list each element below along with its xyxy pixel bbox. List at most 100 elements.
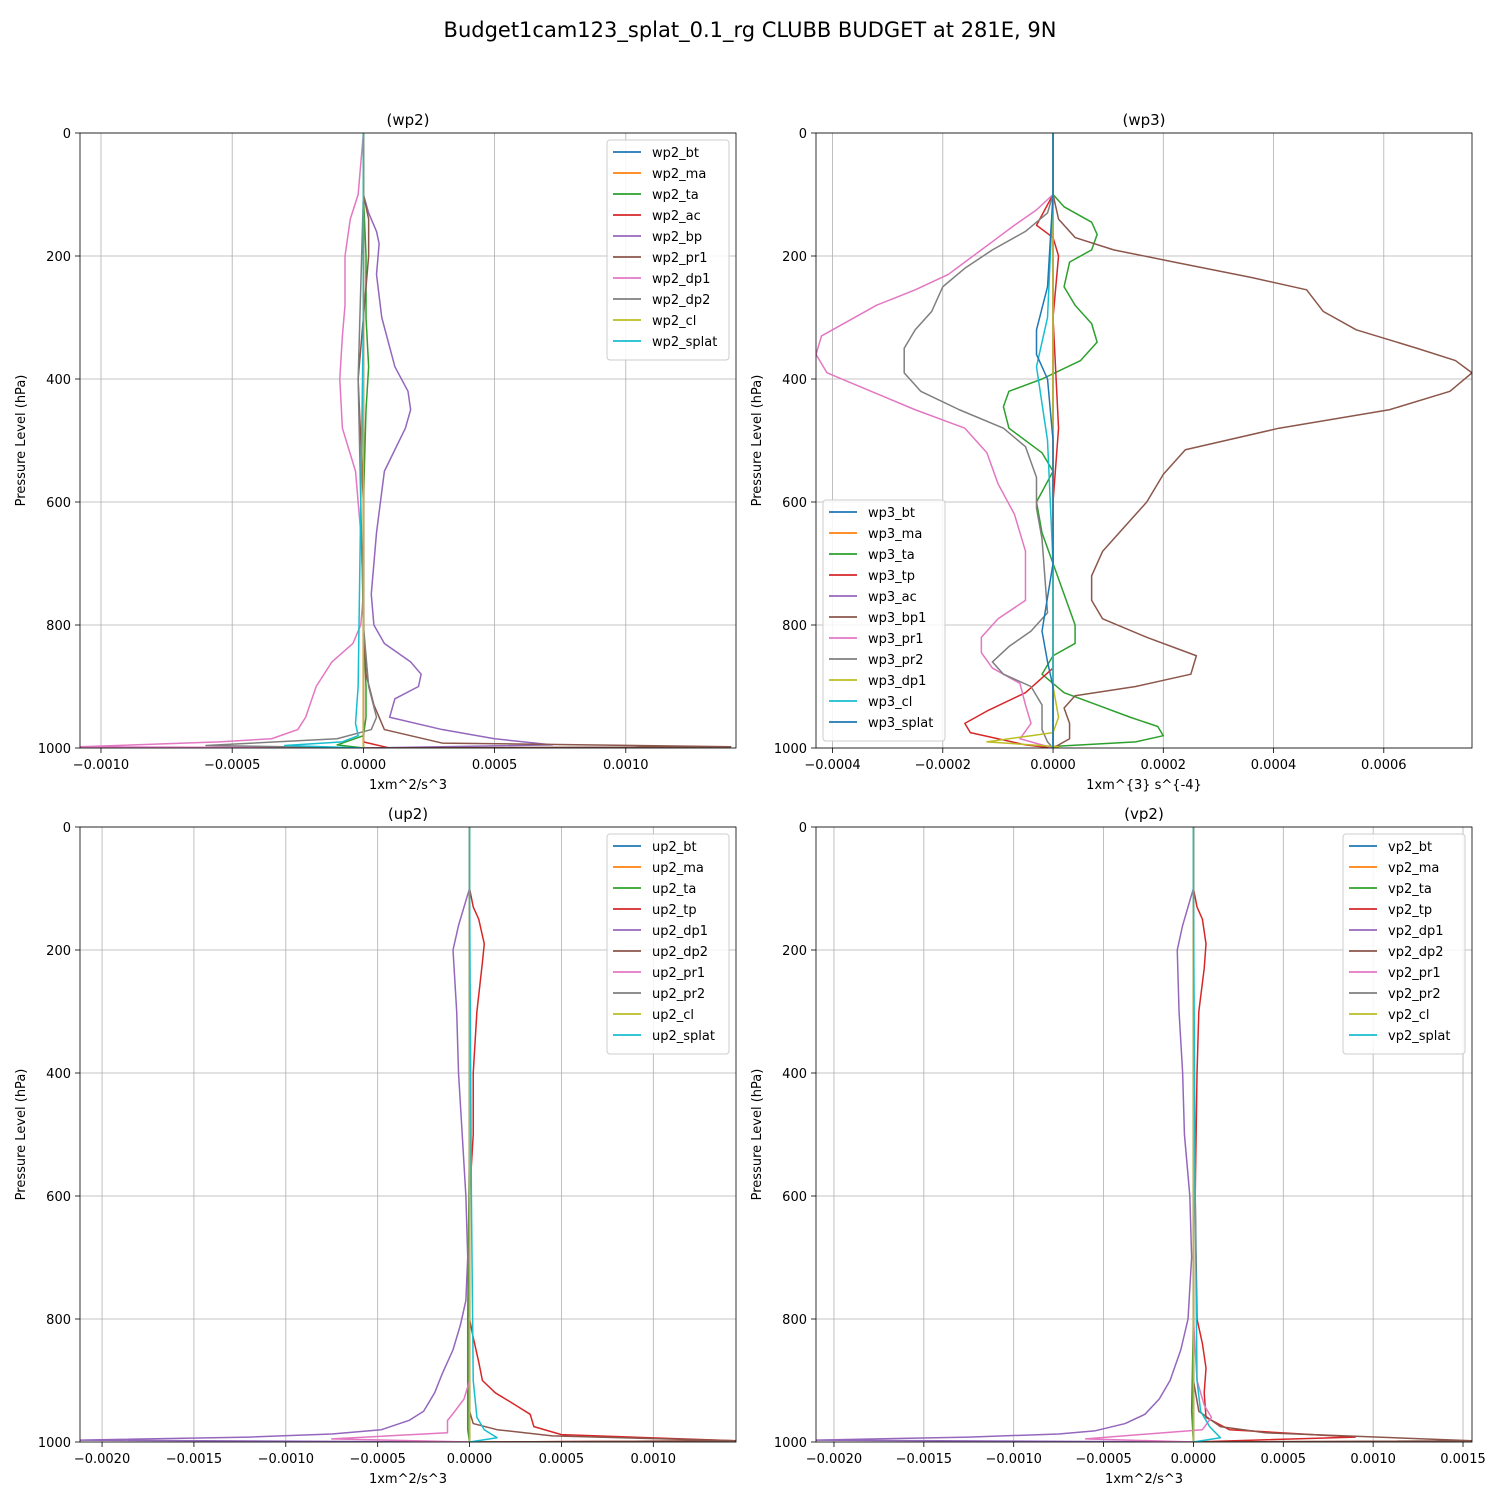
y-tick-label: 0 xyxy=(799,127,807,142)
legend-label: wp2_dp1 xyxy=(652,272,710,287)
legend-label: wp2_splat xyxy=(652,335,717,350)
series-group xyxy=(816,827,1472,1442)
x-axis-label: 1xm^2/s^3 xyxy=(369,1472,447,1487)
legend: wp3_bt wp3_ma wp3_ta wp3_tp wp3_ac wp3_bp1 wp3… xyxy=(822,499,946,742)
x-tick-label: 0.0000 xyxy=(447,1452,493,1467)
x-tick-label: 0.0010 xyxy=(603,758,649,773)
legend-label: wp3_tp xyxy=(868,569,915,584)
legend-label: wp3_ta xyxy=(868,548,915,563)
y-tick-label: 600 xyxy=(782,1190,807,1205)
legend-label: up2_cl xyxy=(652,1008,694,1023)
axes-frame xyxy=(815,826,1473,1443)
legend-label: wp2_pr1 xyxy=(652,251,708,266)
legend-label: wp2_cl xyxy=(652,314,696,329)
y-tick-label: 1000 xyxy=(774,742,807,757)
x-axis-label: 1xm^{3} s^{-4} xyxy=(1086,778,1202,793)
y-tick-label: 1000 xyxy=(774,1436,807,1451)
x-tick-label: 0.0004 xyxy=(1251,758,1297,773)
axes-frame xyxy=(79,132,737,749)
panel-title: (wp3) xyxy=(1122,111,1165,129)
legend-label: wp3_ac xyxy=(868,590,917,605)
series-line-wp2-bp xyxy=(362,133,554,748)
legend-label: wp2_dp2 xyxy=(652,293,710,308)
legend-label: vp2_splat xyxy=(1388,1029,1450,1044)
legend-label: up2_dp2 xyxy=(652,945,708,960)
legend-label: wp3_splat xyxy=(868,716,933,731)
y-axis-label: Pressure Level (hPa) xyxy=(14,375,29,507)
y-tick-label: 800 xyxy=(46,619,71,634)
panel-2: −0.0020 −0.0015 −0.0010 −0.0005 0.0000 0.0005… xyxy=(14,805,737,1487)
legend-label: wp2_bt xyxy=(652,146,699,161)
legend-label: up2_splat xyxy=(652,1029,715,1044)
legend-box xyxy=(606,833,730,1055)
series-line-wp2-splat xyxy=(283,133,365,748)
legend-box xyxy=(606,139,730,361)
x-tick-label: −0.0020 xyxy=(74,1452,130,1467)
panel-title: (vp2) xyxy=(1124,805,1164,823)
legend-label: up2_pr2 xyxy=(652,987,705,1002)
x-tick-label: −0.0010 xyxy=(73,758,129,773)
legend-label: up2_ma xyxy=(652,861,704,876)
legend-label: wp3_dp1 xyxy=(868,674,926,689)
y-tick-label: 400 xyxy=(46,1067,71,1082)
legend-label: wp3_ma xyxy=(868,527,922,542)
x-tick-label: −0.0015 xyxy=(166,1452,222,1467)
y-tick-label: 200 xyxy=(46,944,71,959)
legend-label: vp2_pr1 xyxy=(1388,966,1441,981)
series-line-wp3-pr2 xyxy=(903,133,1054,748)
legend-label: wp3_pr2 xyxy=(868,653,924,668)
x-tick-label: −0.0010 xyxy=(258,1452,314,1467)
legend-label: wp3_pr1 xyxy=(868,632,924,647)
y-tick-label: 1000 xyxy=(38,742,71,757)
legend: wp2_bt wp2_ma wp2_ta wp2_ac wp2_bp wp2_pr1 wp2… xyxy=(606,139,730,361)
x-tick-label: 0.0000 xyxy=(1030,758,1076,773)
figure-suptitle: Budget1cam123_splat_0.1_rg CLUBB BUDGET … xyxy=(444,18,1057,43)
panel-title: (wp2) xyxy=(386,111,429,129)
axes-frame xyxy=(815,132,1473,749)
x-axis-label: 1xm^2/s^3 xyxy=(369,778,447,793)
axes-frame xyxy=(79,826,737,1443)
series-line-up2-splat xyxy=(468,827,498,1442)
y-tick-label: 800 xyxy=(782,1313,807,1328)
series-line-vp2-dp1 xyxy=(816,827,1195,1442)
series-line-up2-dp1 xyxy=(80,827,471,1442)
legend-label: vp2_bt xyxy=(1388,840,1432,855)
legend-label: up2_bt xyxy=(652,840,697,855)
x-tick-label: 0.0002 xyxy=(1141,758,1187,773)
x-tick-label: −0.0005 xyxy=(349,1452,405,1467)
y-tick-label: 600 xyxy=(46,496,71,511)
legend-label: vp2_tp xyxy=(1388,903,1432,918)
legend-label: wp3_cl xyxy=(868,695,912,710)
y-tick-label: 200 xyxy=(782,944,807,959)
panel-title: (up2) xyxy=(388,805,428,823)
legend-label: wp2_ma xyxy=(652,167,706,182)
legend-label: up2_dp1 xyxy=(652,924,708,939)
y-tick-label: 600 xyxy=(782,496,807,511)
x-tick-label: 0.0006 xyxy=(1361,758,1407,773)
y-tick-label: 800 xyxy=(46,1313,71,1328)
y-tick-label: 200 xyxy=(46,250,71,265)
x-tick-label: 0.0010 xyxy=(1350,1452,1396,1467)
legend: vp2_bt vp2_ma vp2_ta vp2_tp vp2_dp1 vp2_dp2vp… xyxy=(1342,833,1466,1055)
x-tick-label: 0.0000 xyxy=(341,758,387,773)
x-tick-label: 0.0005 xyxy=(539,1452,585,1467)
x-tick-label: −0.0005 xyxy=(1075,1452,1131,1467)
legend: up2_bt up2_ma up2_ta up2_tp up2_dp1 up2_dp2up… xyxy=(606,833,730,1055)
x-tick-label: 0.0000 xyxy=(1171,1452,1217,1467)
legend-label: wp3_bp1 xyxy=(868,611,926,626)
y-tick-label: 0 xyxy=(63,127,71,142)
legend-label: wp3_bt xyxy=(868,506,915,521)
legend-label: vp2_dp1 xyxy=(1388,924,1444,939)
y-tick-label: 400 xyxy=(782,373,807,388)
x-tick-label: 0.0005 xyxy=(472,758,518,773)
y-tick-label: 1000 xyxy=(38,1436,71,1451)
legend-label: wp2_ta xyxy=(652,188,699,203)
legend-label: vp2_dp2 xyxy=(1388,945,1444,960)
legend-label: vp2_cl xyxy=(1388,1008,1429,1023)
y-tick-label: 400 xyxy=(782,1067,807,1082)
legend-label: vp2_pr2 xyxy=(1388,987,1441,1002)
panel-0: −0.0010 −0.0005 0.0000 0.0005 0.0010 0 200 400 6… xyxy=(14,111,737,793)
legend-label: up2_tp xyxy=(652,903,697,918)
x-tick-label: −0.0020 xyxy=(806,1452,862,1467)
